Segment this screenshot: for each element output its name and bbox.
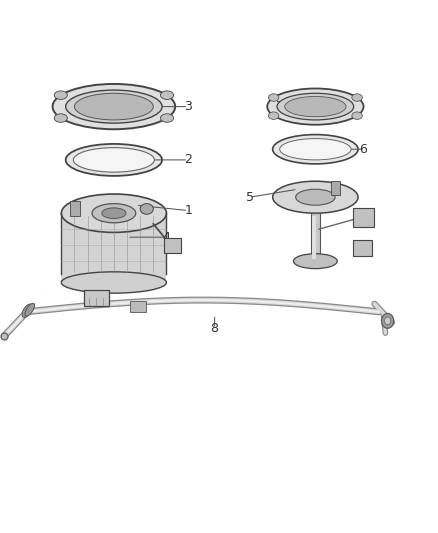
Bar <box>70 201 80 216</box>
Bar <box>312 216 316 259</box>
Ellipse shape <box>268 112 279 119</box>
Text: 4: 4 <box>162 231 170 244</box>
Ellipse shape <box>160 91 173 99</box>
Ellipse shape <box>53 84 175 130</box>
Ellipse shape <box>74 93 153 120</box>
Ellipse shape <box>140 204 153 214</box>
Ellipse shape <box>66 90 162 123</box>
Circle shape <box>381 313 394 328</box>
Ellipse shape <box>25 303 35 316</box>
Ellipse shape <box>272 181 358 213</box>
Ellipse shape <box>293 254 337 269</box>
Bar <box>164 238 181 253</box>
Ellipse shape <box>277 93 354 120</box>
Ellipse shape <box>61 272 166 293</box>
Text: 3: 3 <box>184 100 192 113</box>
Text: 6: 6 <box>360 143 367 156</box>
Ellipse shape <box>66 144 162 176</box>
Circle shape <box>385 317 391 325</box>
Bar <box>331 181 340 195</box>
Text: 1: 1 <box>184 204 192 217</box>
Ellipse shape <box>92 204 136 223</box>
Bar <box>353 240 372 256</box>
Ellipse shape <box>22 304 32 317</box>
Bar <box>311 213 320 261</box>
Ellipse shape <box>54 91 67 99</box>
Ellipse shape <box>54 114 67 122</box>
Ellipse shape <box>74 148 154 172</box>
Bar <box>130 301 146 312</box>
Ellipse shape <box>279 139 351 160</box>
Bar <box>84 290 109 306</box>
Ellipse shape <box>285 96 346 117</box>
Text: 8: 8 <box>211 322 219 335</box>
Text: 2: 2 <box>184 154 192 166</box>
Bar <box>353 208 374 227</box>
Text: 7: 7 <box>276 100 284 113</box>
Ellipse shape <box>102 208 126 219</box>
Ellipse shape <box>352 112 362 119</box>
Ellipse shape <box>160 114 173 123</box>
Ellipse shape <box>352 94 362 101</box>
Ellipse shape <box>296 189 335 205</box>
Ellipse shape <box>272 134 358 164</box>
Ellipse shape <box>267 88 364 125</box>
Text: 5: 5 <box>246 191 254 204</box>
Ellipse shape <box>268 94 279 101</box>
Polygon shape <box>61 213 166 282</box>
Ellipse shape <box>61 194 166 232</box>
